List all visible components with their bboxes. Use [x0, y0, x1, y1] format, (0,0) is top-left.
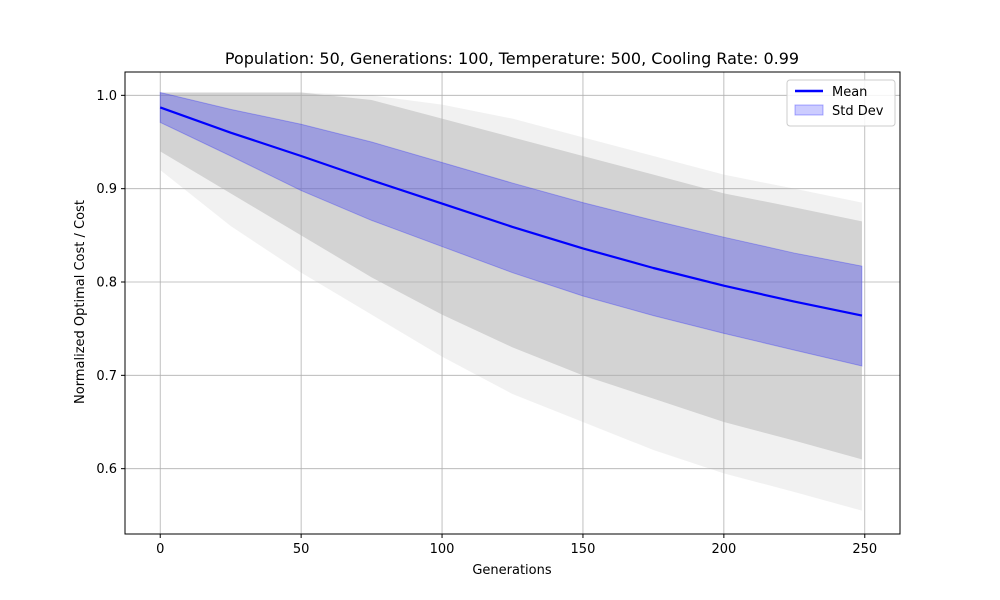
legend-std-label: Std Dev [832, 104, 884, 119]
y-tick-label: 0.7 [96, 369, 117, 384]
legend-std-swatch [794, 104, 824, 116]
std-dev-band [159, 91, 863, 367]
runs-dense-envelope [160, 92, 862, 460]
legend: Mean Std Dev [786, 79, 896, 127]
individual-runs [160, 92, 862, 511]
x-tick-label: 0 [156, 542, 164, 557]
chart-title: Population: 50, Generations: 100, Temper… [225, 49, 799, 68]
x-axis-ticks: 0 50 100 150 200 250 [156, 534, 877, 557]
std-dev-band-layer [159, 91, 863, 367]
x-tick-label: 50 [293, 542, 310, 557]
y-tick-label: 0.6 [96, 462, 117, 477]
x-axis-label: Generations [472, 563, 552, 578]
grid [125, 72, 900, 534]
mean-line-layer [159, 106, 863, 317]
x-tick-label: 250 [852, 542, 877, 557]
plot-area [124, 71, 901, 535]
y-axis-ticks: 0.6 0.7 0.8 0.9 1.0 [96, 89, 125, 477]
x-tick-label: 200 [711, 542, 736, 557]
y-tick-label: 1.0 [96, 89, 117, 104]
x-tick-label: 150 [571, 542, 596, 557]
plot-frame [124, 71, 901, 535]
y-tick-label: 0.8 [96, 276, 117, 291]
x-tick-label: 100 [430, 542, 455, 557]
mean-line [159, 106, 863, 317]
legend-mean-label: Mean [832, 85, 867, 100]
y-axis-label: Normalized Optimal Cost / Cost [73, 200, 88, 404]
y-tick-label: 0.9 [96, 182, 117, 197]
